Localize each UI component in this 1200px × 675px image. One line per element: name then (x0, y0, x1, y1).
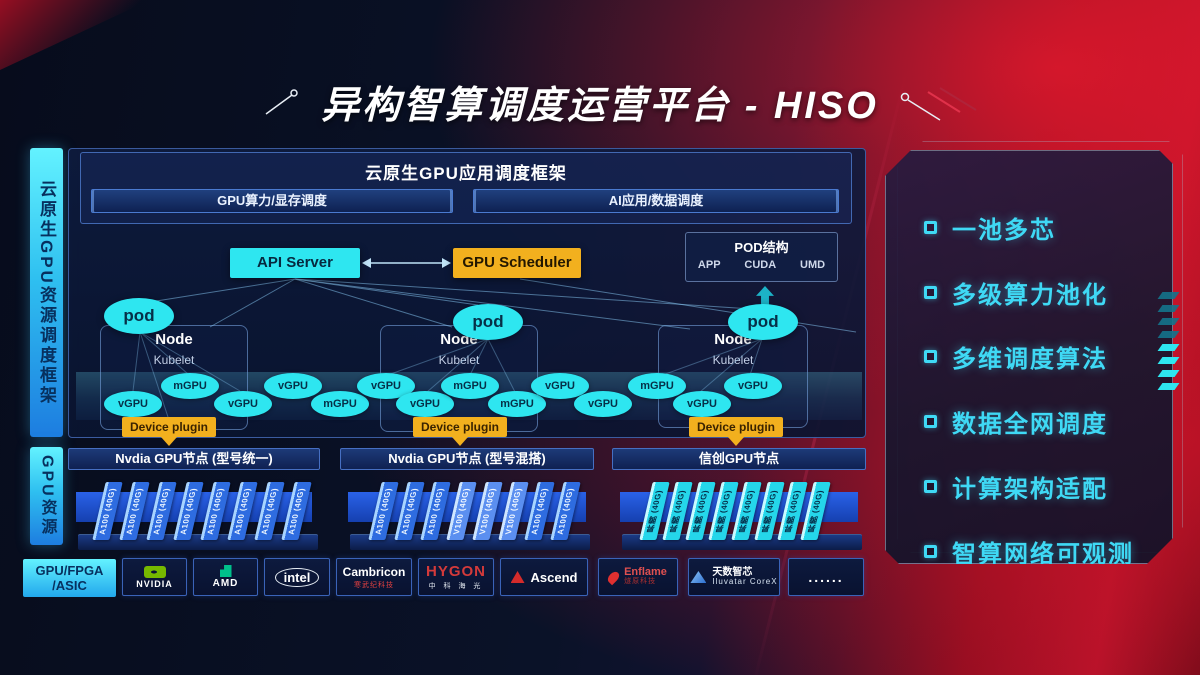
gpu-compute-scheduling-bar: GPU算力/显存调度 (91, 189, 453, 213)
tile-sub: 中 科 海 光 (428, 583, 484, 590)
tile-name: ...... (808, 569, 844, 585)
feature-item: 智算网络可观测 (924, 535, 1134, 567)
enflame-text: Enflame 燧原科技 (624, 566, 667, 586)
tile-name: Cambricon (342, 564, 406, 579)
vendor-amd: AMD (193, 558, 258, 596)
ascend-row: Ascend (510, 569, 578, 585)
pod-ellipse-2: pod (453, 304, 523, 340)
checkbox-bullet-icon (924, 545, 937, 558)
xinchuang-node-bar: 信创GPU节点 (612, 448, 866, 470)
mgpu-ellipse: mGPU (488, 391, 546, 417)
amd-arrow-icon (219, 565, 232, 577)
left-rail-cloud-native-gpu: 云原生GPU资源调度框架 (30, 148, 63, 437)
vendor-hygon: HYGON 中 科 海 光 (418, 558, 494, 596)
kubelet-label: Kubelet (438, 353, 480, 367)
nvidia-eye-icon (143, 565, 166, 578)
tile-sub: 燧原科技 (624, 578, 657, 585)
feature-text: 一池多芯 (952, 216, 1056, 244)
feature-item: 多级算力池化 (924, 276, 1108, 308)
feature-text: 智算网络可观测 (952, 540, 1134, 568)
feature-item: 计算架构适配 (924, 470, 1108, 502)
enflame-flame-icon (605, 569, 622, 585)
tile-name: NVIDIA (136, 578, 173, 589)
vgpu-ellipse: vGPU (724, 373, 782, 399)
pod-ellipse-1: pod (104, 298, 174, 334)
tile-name: Enflame (624, 566, 667, 578)
lead-line1: GPU/FPGA (35, 563, 104, 578)
mgpu-ellipse: mGPU (161, 373, 219, 399)
pod-item-umd: UMD (800, 259, 826, 271)
feature-item: 一池多芯 (924, 211, 1056, 243)
iluvatar-text: 天数智芯 Iluvatar CoreX (712, 567, 778, 587)
device-plugin-2: Device plugin (413, 417, 507, 446)
feature-item: 多维调度算法 (924, 340, 1108, 372)
pod-structure-title: POD结构 (734, 240, 789, 255)
checkbox-bullet-icon (924, 350, 937, 363)
node-label: Node (155, 331, 193, 348)
device-plugin-1: Device plugin (122, 417, 216, 446)
vendor-intel: intel (264, 558, 330, 596)
checkbox-bullet-icon (924, 480, 937, 493)
title-right-circuit-icon (900, 87, 977, 121)
intel-oval: intel (274, 567, 320, 587)
lead-line2: /ASIC (52, 578, 87, 593)
checkbox-bullet-icon (924, 286, 937, 299)
vgpu-ellipse: vGPU (531, 373, 589, 399)
pod-item-app: APP (697, 259, 721, 271)
mgpu-ellipse: mGPU (441, 373, 499, 399)
kubelet-label: Kubelet (712, 353, 754, 367)
vgpu-ellipse: vGPU (574, 391, 632, 417)
mgpu-ellipse: mGPU (628, 373, 686, 399)
nvidia-node-bar-uniform: Nvdia GPU节点 (型号统一) (68, 448, 320, 470)
tile-name: Ascend (530, 569, 578, 585)
vgpu-ellipse: vGPU (264, 373, 322, 399)
vendor-dots: ...... (788, 558, 864, 596)
pod-item-cuda: CUDA (744, 259, 777, 271)
pod-structure-box: POD结构 APP CUDA UMD (685, 232, 838, 282)
pod-ellipse-3: pod (728, 304, 798, 340)
title-left-circuit-icon (265, 89, 298, 115)
tile-name: HYGON (425, 563, 486, 580)
vendor-iluvatar: 天数智芯 Iluvatar CoreX (688, 558, 780, 596)
vgpu-ellipse: vGPU (673, 391, 731, 417)
iluvatar-row: 天数智芯 Iluvatar CoreX (690, 568, 777, 586)
device-plugin-3: Device plugin (689, 417, 783, 446)
checkbox-bullet-icon (924, 415, 937, 428)
mgpu-ellipse: mGPU (311, 391, 369, 417)
api-server-box: API Server (230, 248, 360, 278)
iluvatar-triangle-icon (690, 571, 707, 583)
feature-item: 数据全网调度 (924, 405, 1108, 437)
frame-title: 云原生GPU应用调度框架 (365, 164, 567, 183)
left-rail-gpu-resource: GPU资源 (30, 447, 63, 545)
feature-panel: 一池多芯多级算力池化 多维调度算法 数据全网调度 计算架构适配智算网络可观测 (885, 150, 1173, 564)
feature-text: 多级算力池化 (952, 281, 1108, 309)
ai-data-scheduling-bar: AI应用/数据调度 (473, 189, 839, 213)
nvidia-node-bar-mixed: Nvdia GPU节点 (型号混搭) (340, 448, 594, 470)
kubelet-label: Kubelet (153, 353, 195, 367)
gpu-scheduler-box: GPU Scheduler (453, 248, 581, 278)
gpu-fpga-asic-label: GPU/FPGA /ASIC (23, 559, 116, 597)
tile-name: AMD (212, 578, 239, 589)
tile-sub: 寒武纪科技 (354, 581, 394, 589)
corner-red-decor (0, 0, 150, 70)
ascend-triangle-icon (510, 571, 525, 583)
tile-sub: Iluvatar CoreX (712, 577, 778, 586)
checkbox-bullet-icon (924, 221, 937, 234)
vendor-cambricon: Cambricon 寒武纪科技 (336, 558, 412, 596)
vendor-nvidia: NVIDIA (122, 558, 187, 596)
cloud-native-app-frame: 云原生GPU应用调度框架 GPU算力/显存调度 AI应用/数据调度 (80, 152, 852, 224)
vgpu-ellipse: vGPU (396, 391, 454, 417)
enflame-row: Enflame 燧原科技 (605, 566, 667, 586)
vgpu-ellipse: vGPU (104, 391, 162, 417)
vendor-enflame: Enflame 燧原科技 (598, 558, 678, 596)
tile-name: 天数智芯 (712, 567, 753, 578)
page-title: 异构智算调度运营平台 - HISO (321, 85, 879, 127)
feature-text: 多维调度算法 (952, 345, 1108, 373)
feature-text: 计算架构适配 (952, 475, 1108, 503)
vgpu-ellipse: vGPU (214, 391, 272, 417)
vendor-ascend: Ascend (500, 558, 588, 596)
feature-text: 数据全网调度 (952, 410, 1108, 438)
